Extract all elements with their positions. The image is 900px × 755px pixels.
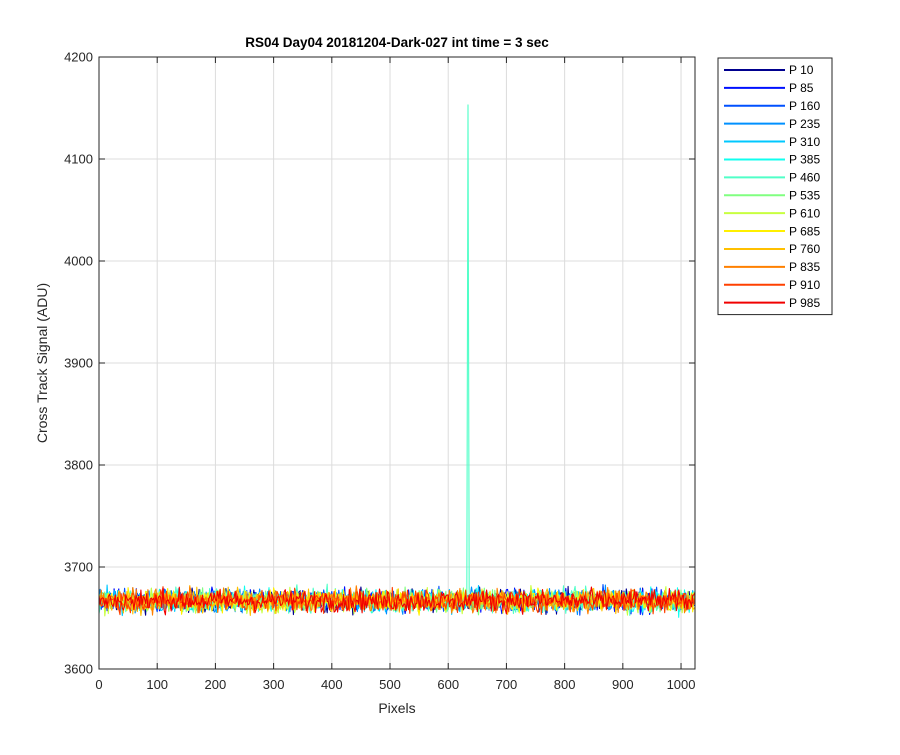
- y-tick-label: 4200: [64, 50, 93, 65]
- legend-label: P 835: [789, 260, 820, 274]
- series-line: [98, 586, 696, 616]
- y-tick-label: 3800: [64, 458, 93, 473]
- legend-label: P 685: [789, 224, 820, 238]
- x-tick-label: 700: [496, 677, 518, 692]
- legend-label: P 910: [789, 278, 820, 292]
- y-tick-label: 4000: [64, 254, 93, 269]
- series-line: [98, 585, 696, 616]
- legend-label: P 385: [789, 153, 820, 167]
- y-tick-label: 4100: [64, 152, 93, 167]
- legend-label: P 10: [789, 63, 814, 77]
- legend-label: P 610: [789, 206, 820, 220]
- x-tick-label: 200: [205, 677, 227, 692]
- x-tick-label: 0: [95, 677, 102, 692]
- series-layer: [98, 104, 696, 618]
- chart-title: RS04 Day04 20181204-Dark-027 int time = …: [245, 35, 549, 50]
- x-tick-label: 900: [612, 677, 634, 692]
- y-tick-label: 3700: [64, 560, 93, 575]
- y-tick-label: 3900: [64, 356, 93, 371]
- x-tick-label: 800: [554, 677, 576, 692]
- legend-label: P 985: [789, 296, 820, 310]
- x-tick-label: 100: [146, 677, 168, 692]
- legend-box: [717, 57, 833, 316]
- x-axis-label: Pixels: [378, 700, 415, 716]
- x-tick-label: 400: [321, 677, 343, 692]
- legend-label: P 460: [789, 171, 820, 185]
- legend-label: P 160: [789, 99, 820, 113]
- legend-label: P 760: [789, 242, 820, 256]
- grid: [99, 57, 695, 669]
- x-tick-label: 600: [437, 677, 459, 692]
- x-tick-label: 1000: [667, 677, 696, 692]
- legend-label: P 235: [789, 117, 820, 131]
- x-tick-label: 300: [263, 677, 285, 692]
- legend-label: P 85: [789, 81, 814, 95]
- legend-label: P 310: [789, 135, 820, 149]
- legend: P 10 P 85 P 160 P 235 P 310 P 385 P 460 P 535 P …: [717, 57, 833, 316]
- ticks: 0 100 200 300 400 500 600 700 800 900 1000 3600 3700…: [64, 50, 695, 693]
- y-tick-label: 3600: [64, 662, 93, 677]
- y-axis-label: Cross Track Signal (ADU): [34, 283, 50, 443]
- x-tick-label: 500: [379, 677, 401, 692]
- legend-label: P 535: [789, 188, 820, 202]
